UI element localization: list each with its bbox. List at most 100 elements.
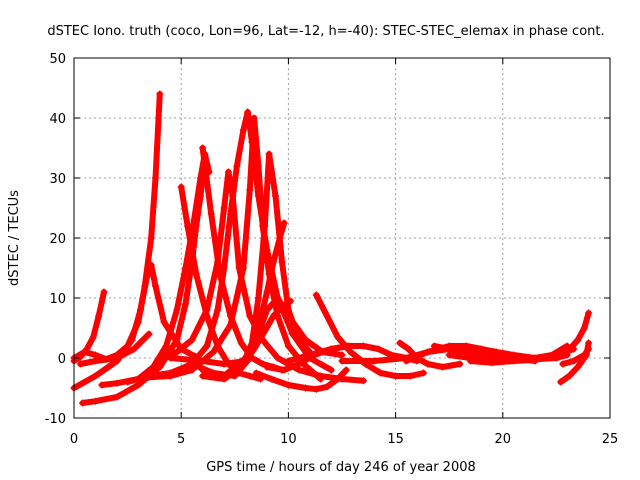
data-point [113,354,121,362]
data-point [79,399,87,407]
data-point [580,351,588,359]
x-tick-label: 15 [387,432,404,447]
data-point [585,339,593,347]
data-point [467,348,475,356]
data-point [220,204,228,212]
x-tick-label: 20 [495,432,512,447]
data-point [156,363,164,371]
data-point [261,222,269,230]
data-point [177,183,185,191]
data-point [250,114,258,122]
data-point [136,306,144,314]
data-point [565,372,573,380]
data-point [531,354,539,362]
data-point [424,360,432,368]
y-tick-label: 50 [49,52,66,67]
data-point [188,366,196,374]
data-point [237,339,245,347]
data-point [190,216,198,224]
data-point [252,336,260,344]
data-point [113,393,121,401]
data-point [280,219,288,227]
data-point [342,366,350,374]
data-point [220,375,228,383]
data-point [89,333,97,341]
data-point [557,378,565,386]
data-point [284,342,292,350]
data-point [284,312,292,320]
data-point [445,351,453,359]
data-point [370,357,378,365]
data-point [488,359,496,367]
data-point [559,360,567,368]
data-point [162,342,170,350]
data-point [246,312,254,320]
series-line [559,346,592,367]
data-point [302,384,310,392]
data-point [323,312,331,320]
data-point [334,375,342,383]
data-point [396,339,404,347]
data-point [552,354,560,362]
series-pass [252,366,350,393]
data-point [323,383,331,391]
data-point [284,381,292,389]
data-point [274,294,282,302]
data-point [173,348,181,356]
data-point [246,372,254,380]
data-point [227,321,235,329]
x-tick-label: 0 [70,432,78,447]
data-point [574,363,582,371]
y-tick-label: 20 [49,232,66,247]
data-point [173,306,181,314]
data-point [143,273,151,281]
data-point [445,345,453,353]
data-point [585,309,593,317]
data-point [252,369,260,377]
series-pass [559,345,593,368]
data-point [570,357,578,365]
data-point [392,372,400,380]
data-point [265,150,273,158]
x-tick-label: 5 [177,432,185,447]
series-line [253,367,350,393]
data-point [312,385,320,393]
data-point [149,363,157,371]
data-point [145,373,153,381]
data-point [359,342,367,350]
data-point [585,345,593,353]
x-tick-label: 10 [280,432,297,447]
data-point [203,342,211,350]
data-point [224,168,232,176]
x-tick-label: 25 [602,432,619,447]
series-line [467,343,571,366]
data-point [214,258,222,266]
data-point [467,357,475,365]
data-point [166,372,174,380]
data-point [145,330,153,338]
data-point [563,348,571,356]
series-pass [467,342,571,367]
data-point [424,348,432,356]
data-point [334,333,342,341]
data-point [254,294,262,302]
axis-ticks: 0 5 10 15 20 25 -10 0 10 20 30 40 50 [45,52,619,447]
data-point [263,288,271,296]
data-point [280,366,288,374]
plot-frame [73,57,611,419]
data-series [70,90,593,407]
data-point [244,108,252,116]
y-tick-label: 30 [49,172,66,187]
data-point [295,366,303,374]
data-point [160,318,168,326]
data-point [430,342,438,350]
data-point [151,282,159,290]
data-point [344,342,352,350]
data-point [128,336,136,344]
data-point [419,369,427,377]
data-point [237,363,245,371]
data-point [196,174,204,182]
data-point [220,264,228,272]
data-point [184,222,192,230]
